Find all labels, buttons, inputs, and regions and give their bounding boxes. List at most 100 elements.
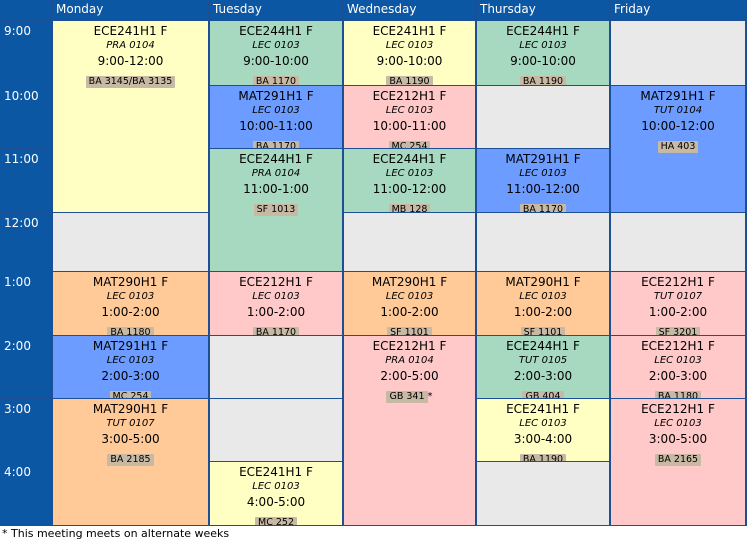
empty-slot [477, 462, 609, 525]
room-label[interactable]: BA 1170 [519, 204, 567, 212]
course-time: 1:00-2:00 [648, 305, 708, 319]
course-section: PRA 0104 [251, 168, 301, 179]
course-block[interactable]: ECE212H1 F LEC 0103 1:00-2:00 BA 1170 [210, 272, 342, 335]
room-label[interactable]: BA 3145/BA 3135 [85, 76, 176, 88]
course-section: LEC 0103 [654, 355, 702, 366]
course-time: 11:00-12:00 [372, 182, 447, 196]
room-label[interactable]: GB 404 [522, 391, 564, 398]
course-code: ECE244H1 F [372, 152, 447, 166]
course-block[interactable]: MAT290H1 F TUT 0107 3:00-5:00 BA 2185 [53, 399, 208, 525]
room-label[interactable]: SF 1101 [387, 327, 432, 335]
course-time: 2:00-3:00 [101, 369, 160, 383]
course-section: TUT 0105 [518, 355, 568, 366]
course-block[interactable]: ECE212H1 F LEC 0103 2:00-3:00 BA 1180 [611, 336, 745, 398]
room-label[interactable]: BA 1170 [252, 76, 300, 85]
course-block[interactable]: ECE244H1 F LEC 0103 9:00-10:00 BA 1170 [210, 21, 342, 85]
course-block[interactable]: ECE212H1 F PRA 0104 2:00-5:00 GB 341 * [344, 336, 475, 525]
course-block[interactable]: MAT291H1 F LEC 0103 2:00-3:00 MC 254 [53, 336, 208, 398]
course-block[interactable]: ECE212H1 F TUT 0107 1:00-2:00 SF 3201 [611, 272, 745, 335]
room-label[interactable]: BA 1170 [252, 327, 300, 335]
room-label[interactable]: HA 403 [657, 141, 699, 153]
course-block[interactable]: ECE244H1 F LEC 0103 9:00-10:00 BA 1190 [477, 21, 609, 85]
time-header: 9:00 [0, 21, 51, 85]
course-time: 3:00-5:00 [648, 432, 708, 446]
room-label[interactable]: SF 1013 [253, 204, 299, 216]
course-section: PRA 0104 [385, 355, 434, 366]
course-code: ECE244H1 F [239, 152, 313, 166]
course-time: 10:00-11:00 [372, 119, 447, 133]
room-label[interactable]: GB 341 [386, 391, 428, 403]
room-label[interactable]: MC 254 [109, 391, 152, 398]
header-corner [0, 0, 51, 19]
course-time: 2:00-3:00 [513, 369, 573, 383]
course-code: MAT291H1 F [238, 89, 314, 103]
course-section: LEC 0103 [252, 291, 300, 302]
empty-slot [53, 213, 208, 271]
course-block[interactable]: ECE244H1 F PRA 0104 11:00-1:00 SF 1013 [210, 149, 342, 271]
course-code: ECE241H1 F [372, 24, 447, 38]
time-header: 2:00 [0, 336, 51, 398]
room-label[interactable]: BA 2165 [654, 454, 702, 466]
course-block[interactable]: ECE241H1 F LEC 0103 3:00-4:00 BA 1190 [477, 399, 609, 461]
room-label[interactable]: MC 252 [255, 517, 297, 525]
room-label[interactable]: BA 1170 [252, 141, 300, 148]
course-section: TUT 0104 [653, 105, 703, 116]
course-block[interactable]: MAT291H1 F LEC 0103 10:00-11:00 BA 1170 [210, 86, 342, 148]
course-block[interactable]: ECE212H1 F LEC 0103 3:00-5:00 BA 2165 [611, 399, 745, 525]
course-section: LEC 0103 [252, 40, 300, 51]
course-time: 1:00-2:00 [513, 305, 573, 319]
time-header: 11:00 [0, 149, 51, 212]
course-block[interactable]: ECE241H1 F PRA 0104 9:00-12:00 BA 3145/BA 3… [53, 21, 208, 212]
course-block[interactable]: ECE244H1 F TUT 0105 2:00-3:00 GB 404 [477, 336, 609, 398]
course-section: LEC 0103 [519, 168, 567, 179]
room-label[interactable]: BA 2185 [107, 454, 154, 466]
course-section: LEC 0103 [519, 291, 567, 302]
course-section: PRA 0104 [106, 40, 155, 51]
alternate-week-marker: * [427, 391, 433, 402]
course-section: LEC 0103 [385, 40, 434, 51]
course-block[interactable]: MAT290H1 F LEC 0103 1:00-2:00 SF 1101 [477, 272, 609, 335]
course-section: LEC 0103 [519, 40, 567, 51]
course-code: ECE212H1 F [641, 339, 715, 353]
time-header: 3:00 [0, 399, 51, 461]
room-label[interactable]: BA 1190 [519, 76, 567, 85]
room-label[interactable]: BA 1180 [654, 391, 702, 398]
course-block[interactable]: ECE244H1 F LEC 0103 11:00-12:00 MB 128 [344, 149, 475, 212]
empty-slot [611, 213, 745, 271]
room-label[interactable]: SF 3201 [655, 327, 701, 335]
room-label[interactable]: BA 1190 [519, 454, 567, 461]
course-code: MAT291H1 F [505, 152, 581, 166]
course-block[interactable]: ECE241H1 F LEC 0103 9:00-10:00 BA 1190 [344, 21, 475, 85]
room-label[interactable]: SF 1101 [520, 327, 566, 335]
course-time: 9:00-10:00 [510, 54, 576, 68]
course-block[interactable]: MAT290H1 F LEC 0103 1:00-2:00 BA 1180 [53, 272, 208, 335]
course-code: ECE244H1 F [506, 24, 580, 38]
empty-slot [477, 86, 609, 148]
course-time: 9:00-10:00 [376, 54, 443, 68]
course-time: 1:00-2:00 [380, 305, 439, 319]
room-label[interactable]: BA 1180 [107, 327, 154, 335]
course-block[interactable]: ECE241H1 F LEC 0103 4:00-5:00 MC 252 [210, 462, 342, 525]
empty-slot [210, 399, 342, 461]
day-header-friday: Friday [611, 0, 745, 19]
empty-slot [344, 213, 475, 271]
course-code: MAT290H1 F [505, 275, 581, 289]
course-code: ECE212H1 F [239, 275, 313, 289]
course-code: MAT291H1 F [640, 89, 716, 103]
course-time: 2:00-3:00 [648, 369, 708, 383]
course-block[interactable]: MAT291H1 F TUT 0104 10:00-12:00 HA 403 [611, 86, 745, 212]
course-code: ECE212H1 F [641, 402, 715, 416]
course-block[interactable]: MAT291H1 F LEC 0103 11:00-12:00 BA 1170 [477, 149, 609, 212]
course-time: 9:00-10:00 [243, 54, 309, 68]
course-block[interactable]: ECE212H1 F LEC 0103 10:00-11:00 MC 254 [344, 86, 475, 148]
room-label[interactable]: MC 254 [388, 141, 431, 148]
course-code: ECE244H1 F [506, 339, 580, 353]
time-header: 1:00 [0, 272, 51, 335]
course-block[interactable]: MAT290H1 F LEC 0103 1:00-2:00 SF 1101 [344, 272, 475, 335]
course-code: ECE212H1 F [372, 89, 447, 103]
course-section: LEC 0103 [252, 105, 300, 116]
course-section: LEC 0103 [385, 105, 434, 116]
room-label[interactable]: MB 128 [388, 204, 431, 212]
room-label[interactable]: BA 1190 [386, 76, 433, 85]
empty-slot [611, 21, 745, 85]
